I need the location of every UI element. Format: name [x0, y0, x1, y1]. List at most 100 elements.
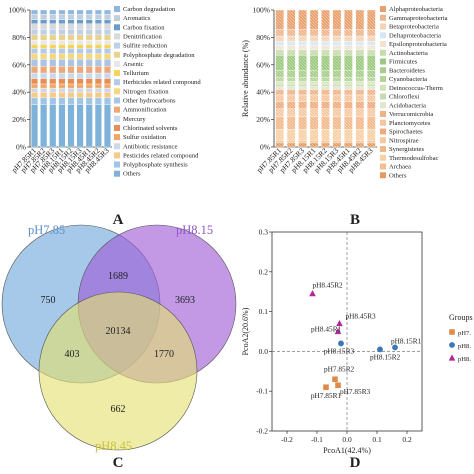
b-bar-segment-texture [287, 45, 296, 50]
b-bar-segment-texture [309, 10, 319, 30]
b-bar-segment-texture [275, 55, 284, 71]
d-point-label-ph7-85r2: pH7.85R2 [324, 364, 355, 373]
b-legend-swatch [380, 58, 386, 65]
b-bar-segment-texture [321, 70, 330, 78]
a-legend-item-arsenic: Arsenic [123, 61, 144, 68]
a-legend-item-sulfur-oxidation: Sulfur oxidation [123, 134, 167, 141]
b-bar-segment-texture [344, 70, 353, 78]
b-legend-item-others: Others [389, 172, 407, 179]
b-bar-segment-texture [298, 36, 307, 42]
venn-count-all: 20134 [106, 326, 131, 337]
b-bar-segment-texture [275, 45, 284, 50]
a-legend-swatch [114, 70, 120, 77]
b-bar-segment-texture [309, 129, 319, 141]
a-bar-segment-mercury [94, 72, 102, 79]
b-bar-segment-texture [298, 81, 307, 84]
a-bar-segment-sulfur-oxidation [31, 83, 39, 89]
a-bar-segment-denitrification [31, 23, 39, 30]
a-bar-segment-chlorinated-solvents [58, 78, 66, 85]
a-bar-segment-nitrogen-fixation [94, 53, 102, 60]
b-legend-swatch [380, 49, 386, 56]
a-bar-segment-mercury [103, 72, 111, 79]
a-bar-segment-nitrogen-fixation [40, 53, 48, 60]
a-bar-segment-other-hydrocarbons [94, 59, 102, 67]
b-bar-segment-texture [275, 129, 284, 141]
a-bar-segment-herbicides-related-compound [76, 48, 84, 55]
a-bar-segment-carbon-degradation [40, 9, 48, 15]
a-bar-segment-arsenic [67, 39, 75, 45]
a-bar-segment-aromatics [49, 13, 57, 20]
a-bar-segment-aromatics [58, 13, 66, 20]
b-legend-swatch [380, 102, 386, 109]
a-bar-segment-antibiotic-resistance [49, 87, 57, 93]
a-bar-segment-others [58, 104, 66, 148]
d-y-tick-label: 0.1 [259, 307, 269, 316]
b-bar-segment-texture [355, 77, 364, 82]
a-legend-item-polyphosphate-degradation: Polyphosphate degradation [123, 52, 195, 59]
d-point-ph7-85r2 [332, 376, 338, 383]
a-bar-segment-carbon-degradation [67, 9, 75, 15]
a-bar-segment-other-hydrocarbons [85, 59, 93, 67]
b-bar-segment-texture [321, 81, 330, 84]
a-bar-segment-arsenic [49, 39, 57, 45]
b-bar-segment-texture [275, 142, 284, 147]
d-point-ph8-45r1 [334, 327, 342, 335]
a-bar-segment-chlorinated-solvents [76, 78, 84, 85]
b-bar-segment-texture [321, 108, 330, 117]
b-bar-segment-texture [309, 142, 319, 147]
b-bar-segment-texture [309, 45, 319, 50]
d-legend-item: pH7. [458, 330, 471, 337]
a-legend-item-antibiotic-resistance: Antibiotic resistance [123, 143, 177, 150]
a-bar-segment-denitrification [49, 23, 57, 30]
a-bar-segment-carbon-degradation [76, 9, 84, 15]
a-bar-segment-carbon-fixation [49, 19, 57, 24]
b-bar-segment-texture [287, 77, 296, 82]
d-y-axis-label: PcoA2(20.6%) [241, 307, 250, 355]
b-bar-segment-texture [355, 10, 364, 30]
b-bar-segment-texture [355, 108, 364, 117]
b-bar-segment-texture [355, 86, 364, 90]
a-bar-segment-other-hydrocarbons [40, 59, 48, 67]
b-bar-segment-texture [321, 101, 330, 109]
b-bar-segment-texture [332, 81, 342, 84]
b-bar-segment-texture [355, 89, 364, 95]
d-legend-marker [448, 354, 456, 361]
a-bar-segment-denitrification [76, 23, 84, 30]
a-bar-segment-others [76, 104, 84, 148]
a-bar-segment-sulfur-oxidation [40, 83, 48, 89]
a-y-tick-label: 40% [12, 88, 26, 97]
a-bar-segment-antibiotic-resistance [85, 87, 93, 93]
a-bar-segment-ammonification [94, 65, 102, 74]
b-legend-swatch [380, 172, 386, 179]
b-legend-item-betaproteobacteria: Betaproteobacteria [389, 24, 439, 31]
b-y-tick-label: 80% [256, 33, 270, 42]
b-bar-segment-texture [298, 10, 307, 30]
a-bar-segment-denitrification [103, 23, 111, 30]
b-bar-segment-texture [355, 29, 364, 37]
d-x-tick-label: 0.2 [402, 435, 412, 444]
b-legend-swatch [380, 84, 386, 91]
b-bar-segment-texture [332, 29, 342, 37]
a-bar-segment-polyphosphate-degradation [67, 34, 75, 41]
b-bar-segment-texture [332, 10, 342, 30]
b-bar-segment-texture [287, 89, 296, 95]
b-bar-segment-texture [309, 94, 319, 102]
a-legend-item-others: Others [123, 171, 141, 178]
a-bar-segment-antibiotic-resistance [58, 87, 66, 93]
b-bar-segment-texture [344, 86, 353, 90]
a-bar-segment-carbon-degradation [103, 9, 111, 15]
a-bar-segment-carbon-degradation [94, 9, 102, 15]
a-bar-segment-antibiotic-resistance [31, 87, 39, 93]
b-bar-segment-texture [332, 101, 342, 109]
b-bar-segment-texture [287, 81, 296, 84]
b-legend-item-cyanobacteria: Cyanobacteria [389, 76, 427, 83]
b-legend-swatch [380, 146, 386, 152]
a-legend-swatch [114, 51, 120, 58]
d-point-ph8-15r1 [392, 344, 398, 351]
d-x-tick-label: -0.2 [281, 435, 293, 444]
b-bar-segment-texture [367, 70, 376, 78]
a-bar-segment-others [94, 104, 102, 148]
d-point-label-ph8-45r3: pH8.45R3 [346, 312, 377, 321]
b-bar-segment-texture [287, 10, 296, 30]
